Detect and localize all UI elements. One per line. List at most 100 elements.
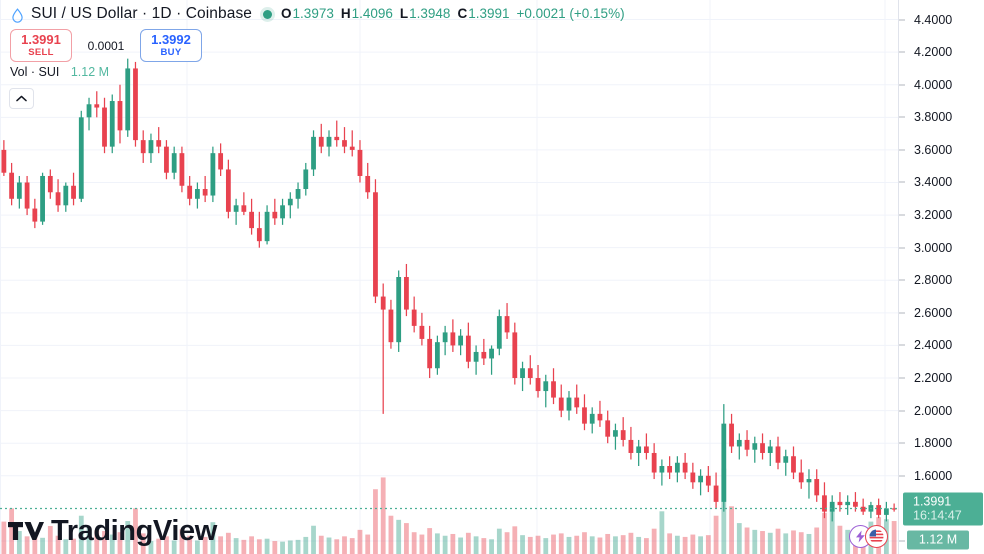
spread-value: 0.0001 <box>87 38 125 53</box>
buy-button[interactable]: 1.3992 BUY <box>140 29 202 62</box>
price-scale[interactable]: 4.4000 4.2000 4.0000 3.8000 3.6000 3.4000 3.20… <box>898 0 984 554</box>
candle-body <box>667 466 673 473</box>
candle-body <box>148 140 154 154</box>
volume-bar <box>249 536 254 554</box>
ohlc-h: H 1.4096 <box>341 4 393 24</box>
buy-label: BUY <box>160 47 182 58</box>
candle-body <box>752 443 758 450</box>
volume-bar <box>504 532 510 554</box>
candle-body <box>287 198 293 206</box>
volume-bar <box>829 506 835 554</box>
candle-body <box>78 117 84 199</box>
volume-bar <box>47 526 53 554</box>
candle-body <box>55 192 61 206</box>
volume-bar <box>736 523 742 554</box>
symbol-title[interactable]: SUI / US Dollar · 1D · Coinbase <box>31 5 253 22</box>
candlestick-series <box>1 58 897 522</box>
volume-bar <box>233 538 239 554</box>
volume-bar <box>705 535 711 554</box>
price-tick-label: 1.8000 <box>914 436 953 451</box>
buy-price: 1.3992 <box>151 32 191 47</box>
volume-bar <box>171 540 177 554</box>
candle-body <box>419 325 425 339</box>
ohlc-c: C 1.3991 <box>457 4 509 24</box>
candle-body <box>47 175 53 193</box>
candle-body <box>806 479 812 483</box>
price-tick-mark <box>899 475 905 477</box>
volume-bar <box>156 538 162 554</box>
sell-label: SELL <box>28 47 54 58</box>
volume-bar <box>16 531 22 554</box>
volume-bar <box>419 534 425 554</box>
candle-body <box>860 506 866 512</box>
volume-bar <box>520 535 525 554</box>
ohlc-key: C <box>457 6 468 21</box>
candle-body <box>558 397 564 411</box>
candle-body <box>256 228 262 242</box>
sell-button[interactable]: 1.3991 SELL <box>10 29 72 62</box>
volume-value-badge: 1.12 M <box>907 530 969 550</box>
price-tick-label: 4.2000 <box>914 45 953 60</box>
volume-bar <box>264 538 270 554</box>
ohlc-value: 1.3948 <box>409 6 451 21</box>
volume-bar <box>202 536 208 554</box>
us-flag-badge[interactable] <box>865 525 888 548</box>
price-tick-mark <box>899 214 905 216</box>
volume-bar <box>465 532 471 554</box>
price-tick-label: 3.2000 <box>914 208 953 223</box>
volume-legend[interactable]: Vol · SUI 1.12 M <box>10 65 109 79</box>
candle-body <box>32 208 38 222</box>
candle-body <box>195 189 200 199</box>
volume-bar <box>318 535 324 554</box>
candle-body <box>241 205 247 212</box>
candle-body <box>249 211 254 229</box>
candle-body <box>280 205 285 219</box>
volume-bar <box>187 535 193 554</box>
volume-bar <box>442 535 448 554</box>
volume-bar <box>822 512 827 554</box>
price-tick-mark <box>899 181 905 183</box>
volume-bar <box>752 529 758 554</box>
volume-bar <box>698 536 703 554</box>
candle-body <box>86 104 92 118</box>
volume-bar <box>628 532 634 554</box>
volume-bar <box>109 534 115 554</box>
candle-body <box>218 153 224 170</box>
candle-body <box>883 508 889 515</box>
candle-body <box>16 182 22 199</box>
price-tick-label: 3.4000 <box>914 175 953 190</box>
price-tick-mark <box>899 410 905 412</box>
volume-bar <box>210 522 216 554</box>
collapse-pane-button[interactable] <box>9 88 34 109</box>
volume-bar <box>605 533 611 554</box>
candle-body <box>605 420 611 437</box>
candle-body <box>404 277 409 310</box>
candle-body <box>891 508 897 510</box>
candle-body <box>133 68 138 141</box>
status-badges <box>849 525 888 548</box>
volume-bar <box>78 515 84 554</box>
current-price-time: 16:14:47 <box>913 508 962 523</box>
volume-bar <box>527 536 533 554</box>
chart-plot-area[interactable] <box>0 0 898 554</box>
volume-bar <box>582 532 587 554</box>
current-price-line <box>0 507 898 510</box>
volume-bar <box>644 538 649 554</box>
price-tick-mark <box>899 116 905 118</box>
candle-body <box>690 472 696 483</box>
current-price-badge: 1.3991 16:14:47 <box>903 492 983 526</box>
volume-bar <box>63 539 69 554</box>
price-tick-mark <box>899 442 905 444</box>
candle-body <box>535 378 541 392</box>
candle-body <box>102 107 107 147</box>
volume-bar <box>195 540 200 554</box>
candle-body <box>481 351 487 359</box>
volume-bar <box>713 515 719 554</box>
candle-body <box>636 446 642 453</box>
candle-body <box>434 342 440 369</box>
price-tick-label: 2.6000 <box>914 305 953 320</box>
chart-legend: SUI / US Dollar · 1D · Coinbase O 1.3973 H… <box>10 4 631 24</box>
candle-body <box>318 136 324 147</box>
candle-body <box>504 316 510 333</box>
candle-body <box>520 368 525 379</box>
